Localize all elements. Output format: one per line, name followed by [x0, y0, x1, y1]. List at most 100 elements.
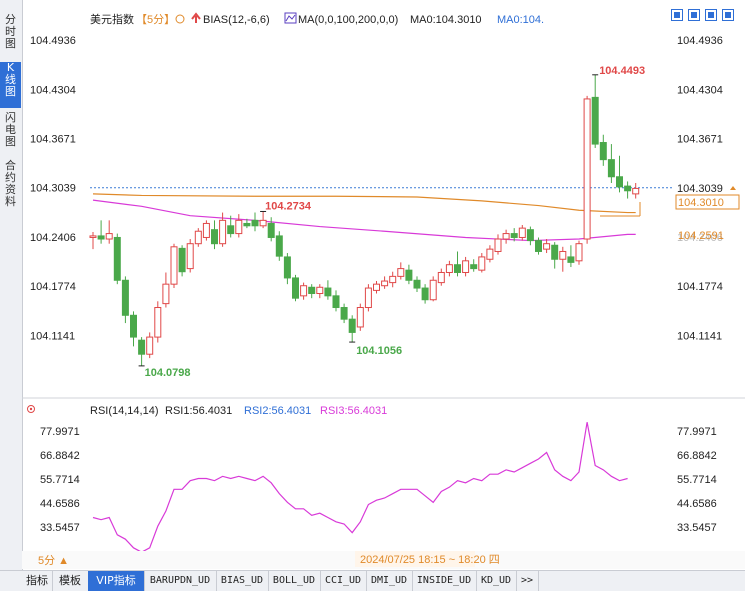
- candle-body-down: [324, 287, 332, 297]
- candle-body-down: [138, 339, 146, 355]
- rsi-settings-icon[interactable]: [27, 405, 35, 413]
- view-sidebar: 分时图 K线图 闪电图 合约资料: [0, 0, 23, 570]
- tab-timeshare[interactable]: 分时图: [5, 13, 16, 50]
- footer-period[interactable]: 5分 ▲: [38, 554, 69, 567]
- price-axis-left: 104.4936 104.4304 104.3671 104.3039 104.2406…: [30, 35, 76, 342]
- tab-contract-info[interactable]: 合约资料: [5, 159, 16, 208]
- mid-high-annotation: 104.2734: [265, 200, 312, 212]
- candle-body-up: [437, 271, 445, 284]
- rsi-axis-left: 77.9971 66.8842 55.7714 44.6586 33.5457: [40, 426, 80, 534]
- candle-body-down: [599, 142, 607, 161]
- candle-body-up: [194, 230, 202, 245]
- candle-body-up: [632, 187, 640, 195]
- chart-area[interactable]: 美元指数 【5分】 BIAS(12,-6,6) MA(0,0,100,200,0…: [0, 0, 745, 570]
- rsi3-value: RSI3:56.4031: [320, 405, 387, 417]
- candle-body-down: [421, 287, 429, 301]
- candle-body-down: [211, 229, 218, 245]
- symbol-name: 美元指数: [90, 12, 134, 26]
- rsi2-value: RSI2:56.4031: [244, 405, 311, 417]
- candle-body-down: [470, 264, 478, 270]
- ma-icon[interactable]: [284, 12, 297, 24]
- play-icon[interactable]: [705, 9, 718, 21]
- bottom-tab-3[interactable]: BARUPDN_UD: [144, 571, 217, 591]
- rsi-tick-label: 44.6586: [40, 498, 80, 510]
- candle-body-up: [300, 285, 308, 297]
- crosshair-icon[interactable]: [671, 9, 683, 21]
- current-price-tag: [675, 194, 740, 210]
- current-price-value: 104.3010: [678, 197, 724, 209]
- rsi-tick-label: 55.7714: [40, 474, 80, 486]
- candle-body-up: [89, 235, 97, 238]
- candle-body-down: [178, 247, 186, 273]
- bottom-tab-0[interactable]: 指标: [22, 571, 53, 591]
- candle-body-up: [486, 248, 494, 260]
- candle-body-down: [283, 256, 291, 279]
- price-tick-label: 104.4936: [30, 35, 76, 47]
- price-tick-label: 104.2406: [30, 232, 76, 244]
- bottom-tab-6[interactable]: CCI_UD: [320, 571, 367, 591]
- rsi-tick-label: 77.9971: [40, 426, 80, 438]
- period-label[interactable]: 【5分】: [136, 13, 175, 26]
- bias-arrow-icon: [191, 12, 201, 23]
- toolbar-icons: [671, 9, 736, 21]
- tab-flash[interactable]: 闪电图: [5, 111, 16, 148]
- candle-body-up: [429, 279, 437, 301]
- low2-annotation: 104.1056: [356, 345, 402, 357]
- ma-params: MA(0,0,100,200,0,0): [298, 14, 398, 26]
- price-tick-label: 104.3671: [30, 134, 76, 146]
- candle-body-up: [316, 286, 324, 295]
- candle-body-down: [607, 159, 615, 178]
- bottom-tab-2[interactable]: VIP指标: [88, 571, 145, 591]
- candle-body-down: [616, 176, 623, 188]
- candle-body-down: [130, 314, 137, 338]
- ma0-value: MA0:104.3010: [410, 14, 482, 26]
- candle-body-up: [518, 227, 526, 238]
- price-tick-label-right: 104.4936: [677, 35, 723, 47]
- candle-body-down: [97, 235, 105, 240]
- zoom-icon[interactable]: [688, 9, 701, 21]
- bottom-tab-9[interactable]: KD_UD: [476, 571, 517, 591]
- rsi-tick-label-right: 33.5457: [677, 522, 717, 534]
- candle-body-down: [267, 222, 275, 238]
- bottom-tab-7[interactable]: DMI_UD: [366, 571, 413, 591]
- rsi-axis-right: 77.9971 66.8842 55.7714 44.6586 33.5457: [677, 426, 717, 534]
- candle-body-up: [105, 233, 113, 240]
- tab-kline[interactable]: K线图: [0, 62, 21, 108]
- candle-body-up: [235, 219, 243, 235]
- bottom-tab-5[interactable]: BOLL_UD: [268, 571, 321, 591]
- candle-body-down: [308, 286, 316, 295]
- current-level-label: 104.3039: [677, 183, 723, 195]
- rsi-tick-label: 33.5457: [40, 522, 80, 534]
- price-tick-label: 104.3039: [30, 183, 76, 195]
- bottom-tab-8[interactable]: INSIDE_UD: [412, 571, 477, 591]
- price-tick-label-right: 104.3671: [677, 134, 723, 146]
- candle-body-up: [219, 219, 227, 245]
- candle-body-down: [227, 225, 235, 235]
- candles: [89, 74, 640, 367]
- candle-body-up: [162, 283, 170, 305]
- candle-body-up: [397, 268, 405, 277]
- rsi-tick-label-right: 55.7714: [677, 474, 717, 486]
- ma100-line: [92, 199, 636, 242]
- settings-icon[interactable]: [175, 14, 185, 24]
- price-tick-label: 104.4304: [30, 84, 76, 96]
- candle-body-up: [389, 275, 397, 284]
- candle-body-up: [478, 256, 486, 271]
- candle-body-up: [502, 233, 510, 240]
- candle-body-down: [510, 233, 518, 238]
- bottom-tab-10[interactable]: >>: [516, 571, 539, 591]
- candle-body-up: [559, 250, 567, 260]
- candle-body-up: [356, 307, 364, 328]
- footer-time-range: 2024/07/25 18:15 ~ 18:20 四: [360, 554, 500, 566]
- candle-body-up: [259, 219, 267, 227]
- candle-body-down: [526, 229, 534, 242]
- bottom-tab-1[interactable]: 模板: [52, 571, 89, 591]
- rsi-tick-label-right: 44.6586: [677, 498, 717, 510]
- price-tick-label-right: 104.1774: [677, 281, 723, 293]
- candle-body-down: [275, 235, 283, 257]
- candle-body-up: [373, 283, 380, 291]
- candle-body-down: [591, 96, 599, 145]
- fullscreen-icon[interactable]: [722, 9, 735, 21]
- bottom-tab-4[interactable]: BIAS_UD: [216, 571, 269, 591]
- bias-label: BIAS(12,-6,6): [203, 14, 270, 26]
